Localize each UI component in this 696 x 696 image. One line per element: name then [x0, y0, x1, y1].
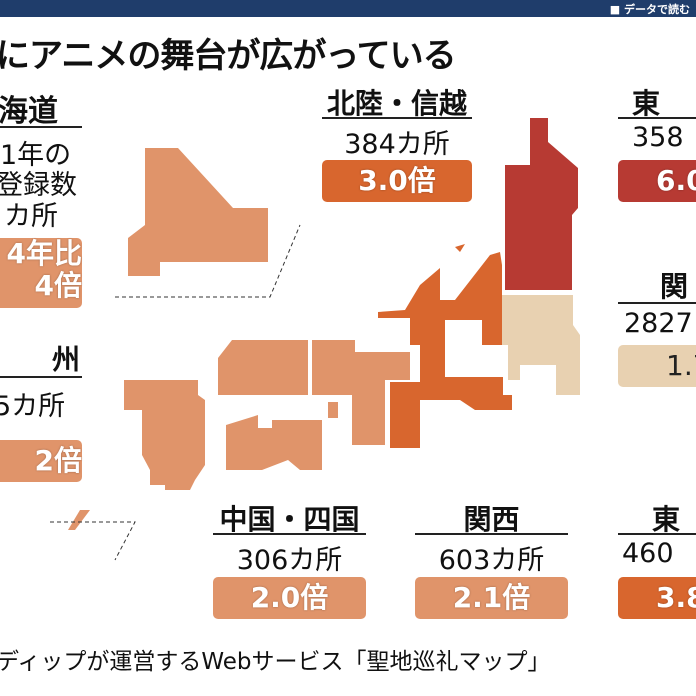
header-label: ■ データで読む	[609, 3, 690, 16]
region-name-tokai: 東	[652, 503, 681, 536]
hokuriku-divider	[322, 117, 472, 119]
legend-line1: 1年の	[0, 140, 72, 171]
region-name-kanto: 関	[660, 270, 689, 303]
region-chugoku	[218, 340, 308, 395]
legend-region: 海道	[0, 94, 58, 129]
region-tohoku	[505, 118, 578, 290]
legend-divider	[0, 126, 82, 128]
region-shikoku	[226, 415, 322, 470]
region-hokuriku-island	[455, 244, 465, 252]
kanto-divider	[618, 302, 696, 304]
legend-line2: 登録数	[0, 170, 77, 201]
tokai-divider	[618, 533, 696, 535]
region-ratio-tohoku: 6.0	[618, 160, 696, 202]
region-name-hokuriku: 北陸・信越	[326, 87, 467, 120]
region-hokuriku	[378, 252, 502, 345]
legend-ratio-label: 4年比	[6, 237, 82, 270]
kyushu-divider	[0, 376, 82, 378]
region-count-hokuriku: 384カ所	[344, 129, 450, 160]
region-kanto	[482, 295, 580, 395]
legend-ratio-box: 4年比 4倍	[0, 238, 82, 308]
region-count-kyushu: 5カ所	[0, 391, 66, 422]
region-name-kansai: 関西	[463, 503, 520, 536]
legend-ratio: 4倍	[34, 269, 82, 302]
header-bar: ■ データで読む	[0, 0, 696, 17]
region-ratio-kanto: 1.7	[618, 345, 696, 387]
source-note: ディップが運営するWebサービス「聖地巡礼マップ」	[0, 649, 551, 675]
region-name-tohoku: 東	[632, 87, 661, 120]
region-name-chugoku: 中国・四国	[219, 503, 360, 536]
region-ratio-tokai: 3.8	[618, 577, 696, 619]
region-count-tokai: 460	[622, 538, 674, 569]
tohoku-divider	[618, 117, 696, 119]
region-count-kanto: 2827	[624, 308, 693, 339]
region-tokai	[390, 338, 512, 448]
kansai-divider	[415, 533, 568, 535]
region-count-tohoku: 358	[632, 122, 684, 153]
region-hokkaido	[128, 148, 268, 276]
region-name-kyushu: 州	[51, 343, 80, 376]
region-ratio-kyushu: 2倍	[0, 440, 82, 482]
region-ratio-kansai: 2.1倍	[415, 577, 568, 619]
region-ratio-hokuriku: 3.0倍	[322, 160, 472, 202]
hokkaido-inset-line	[115, 224, 301, 298]
region-count-kansai: 603カ所	[438, 545, 545, 576]
region-okinawa	[68, 510, 90, 530]
region-awaji	[328, 402, 338, 418]
region-count-chugoku: 306カ所	[236, 545, 343, 576]
chugoku-divider	[213, 533, 366, 535]
region-kansai	[312, 340, 410, 445]
okinawa-inset-line	[50, 521, 136, 561]
region-kyushu	[124, 380, 205, 490]
page-title: にアニメの舞台が広がっている	[0, 36, 457, 76]
region-ratio-chugoku: 2.0倍	[213, 577, 366, 619]
legend-line3: カ所	[4, 201, 58, 232]
